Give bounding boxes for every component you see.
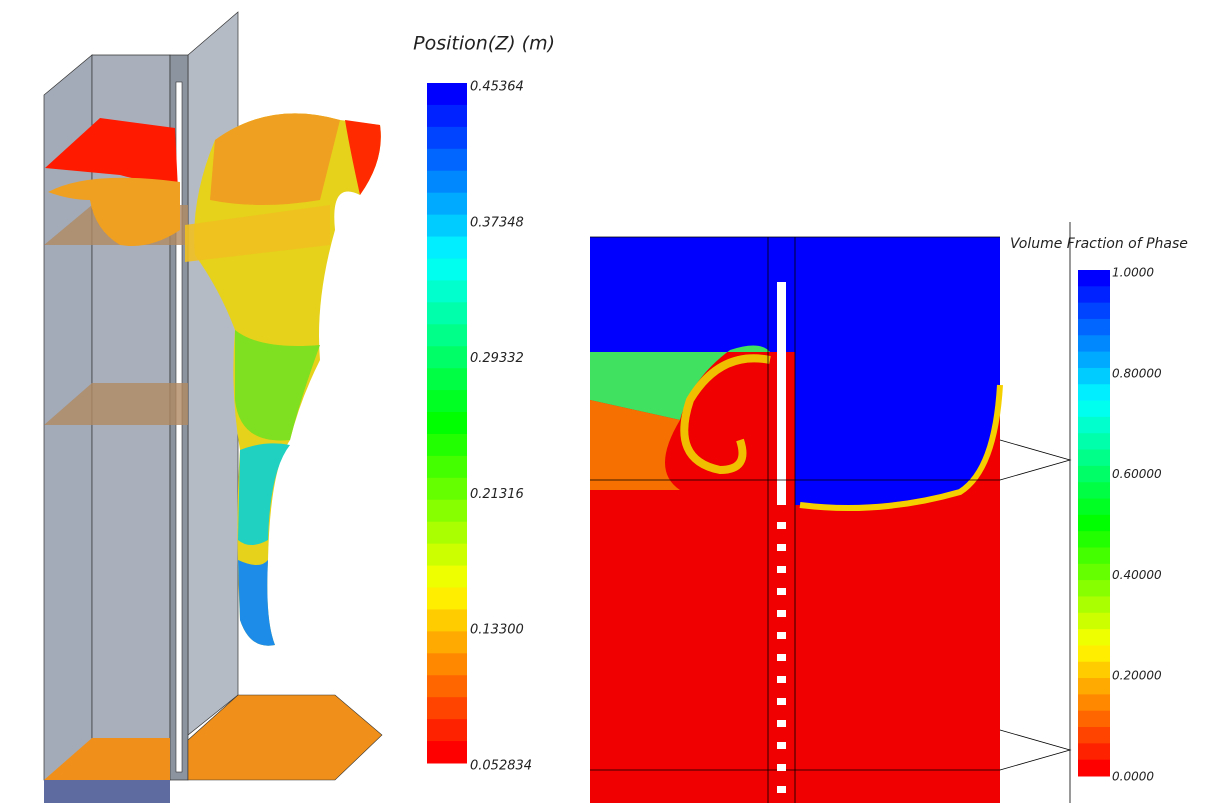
right-legend-title: Volume Fraction of Phase <box>1010 236 1188 252</box>
colorbar-band <box>427 171 467 193</box>
colorbar-band <box>427 544 467 566</box>
tick-label: 0.45364 <box>470 80 524 95</box>
colorbar-band <box>427 302 467 324</box>
tick-label: 1.0000 <box>1112 266 1154 280</box>
colorbar-band <box>427 588 467 610</box>
colorbar-band <box>427 412 467 434</box>
colorbar-band <box>1078 384 1110 401</box>
colorbar-band <box>427 566 467 588</box>
colorbar-band <box>427 719 467 741</box>
colorbar-band <box>1078 564 1110 581</box>
colorbar-band <box>1078 286 1110 303</box>
tick-label: 0.21316 <box>470 487 524 502</box>
colorbar-band <box>1078 760 1110 777</box>
left-legend-title: Position(Z) (m) <box>413 33 555 55</box>
colorbar-band <box>1078 335 1110 352</box>
colorbar-band <box>427 500 467 522</box>
colorbar-band <box>1078 678 1110 695</box>
colorbar-band <box>427 237 467 259</box>
tick-label: 0.29332 <box>470 351 524 366</box>
slot <box>777 588 786 595</box>
colorbar-band <box>427 346 467 368</box>
colorbar-band <box>1078 303 1110 320</box>
colorbar-band <box>1078 531 1110 548</box>
colorbar-band <box>427 675 467 697</box>
colorbar-band <box>427 631 467 653</box>
colorbar-band <box>427 697 467 719</box>
slot <box>777 566 786 573</box>
slot <box>777 742 786 749</box>
colorbar-band <box>427 456 467 478</box>
colorbar-band <box>1078 662 1110 679</box>
colorbar-band <box>427 390 467 412</box>
colorbar-band <box>1078 694 1110 711</box>
tick-label: 0.052834 <box>470 759 532 774</box>
colorbar-band <box>1078 401 1110 418</box>
colorbar-band <box>427 522 467 544</box>
colorbar-band <box>1078 450 1110 467</box>
colorbar-band <box>427 434 467 456</box>
tick-label: 0.40000 <box>1112 568 1162 582</box>
colorbar-band <box>1078 499 1110 516</box>
slot <box>777 632 786 639</box>
right-scene <box>590 222 1070 803</box>
slot <box>777 522 786 529</box>
colorbar-band <box>1078 482 1110 499</box>
tick-label: 0.37348 <box>470 215 524 230</box>
colorbar-band <box>427 368 467 390</box>
colorbar-band <box>427 149 467 171</box>
tick-label: 0.80000 <box>1112 366 1162 380</box>
colorbar-band <box>427 127 467 149</box>
slot <box>777 544 786 551</box>
slot <box>777 698 786 705</box>
colorbar-band <box>1078 596 1110 613</box>
tick-label: 0.60000 <box>1112 467 1162 481</box>
colorbar-band <box>1078 629 1110 646</box>
colorbar-band <box>1078 319 1110 336</box>
slot <box>777 676 786 683</box>
colorbar-band <box>1078 466 1110 483</box>
colorbar-band <box>1078 547 1110 564</box>
colorbar-band <box>427 193 467 215</box>
tick-label: 0.13300 <box>470 623 524 638</box>
colorbar-band <box>1078 613 1110 630</box>
colorbar-band <box>1078 352 1110 369</box>
left-colorbar: 0.45364 0.37348 0.29332 0.21316 0.13300 0.052… <box>427 80 532 774</box>
colorbar-band <box>1078 727 1110 744</box>
tick-label: 0.0000 <box>1112 770 1154 784</box>
colorbar-band <box>1078 711 1110 728</box>
slot <box>777 610 786 617</box>
colorbar-band <box>427 609 467 631</box>
colorbar-band <box>427 653 467 675</box>
page: 0.45364 0.37348 0.29332 0.21316 0.13300 0.052… <box>0 0 1226 803</box>
left-scene <box>44 12 382 803</box>
slot <box>777 786 786 793</box>
tick-label: 0.20000 <box>1112 669 1162 683</box>
slot <box>777 720 786 727</box>
colorbar-band <box>427 105 467 127</box>
colorbar-band <box>1078 743 1110 760</box>
slot <box>777 654 786 661</box>
colorbar-band <box>1078 645 1110 662</box>
colorbar-band <box>427 324 467 346</box>
colorbar-band <box>1078 433 1110 450</box>
colorbar-band <box>1078 270 1110 287</box>
colorbar-band <box>427 215 467 237</box>
colorbar-band <box>1078 368 1110 385</box>
colorbar-band <box>427 741 467 763</box>
right-colorbar: 1.0000 0.80000 0.60000 0.40000 0.20000 0.0000 <box>1078 266 1162 784</box>
colorbar-band <box>1078 417 1110 434</box>
slot <box>777 764 786 771</box>
colorbar-band <box>427 258 467 280</box>
colorbar-band <box>1078 515 1110 532</box>
colorbar-band <box>427 478 467 500</box>
colorbar-band <box>427 83 467 105</box>
colorbar-band <box>1078 580 1110 597</box>
colorbar-band <box>427 280 467 302</box>
